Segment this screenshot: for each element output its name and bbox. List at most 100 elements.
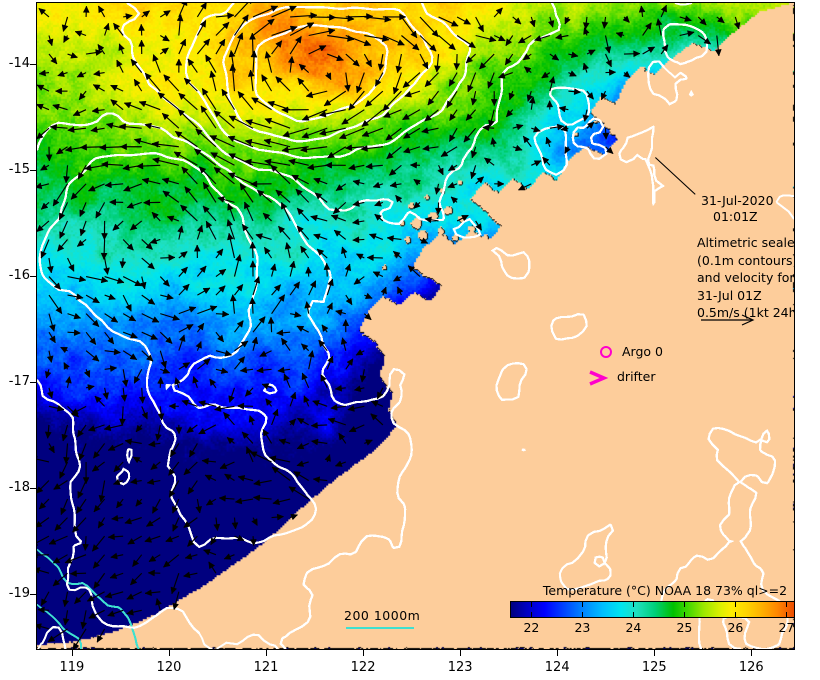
sealevel-contour-line: [619, 127, 663, 204]
sealevel-contour-line: [709, 434, 735, 477]
sealevel-contour-line: [281, 337, 412, 649]
velocity-vector-head: [65, 558, 72, 564]
sealevel-contour-line: [680, 3, 691, 4]
sealevel-contour-line: [345, 3, 560, 224]
velocity-vector-head: [80, 144, 86, 150]
sealevel-contour-line: [37, 113, 412, 547]
sealevel-contour-line: [255, 25, 387, 121]
colorbar-tick-mark: [633, 612, 634, 617]
velocity-vector-head: [295, 36, 301, 43]
sealevel-contour-line: [619, 127, 663, 204]
velocity-vector-head: [548, 20, 554, 27]
velocity-vector-head: [201, 106, 207, 113]
velocity-vector-head: [78, 491, 83, 498]
annotation-line-1: Altimetric sealevel: [697, 234, 795, 252]
velocity-vector-head: [196, 506, 202, 513]
velocity-vector-head: [70, 571, 76, 577]
sealevel-contour-line: [619, 127, 663, 204]
sealevel-contour-line: [497, 363, 527, 400]
sealevel-contour-line: [255, 25, 387, 121]
latitude-tick-label: -18: [0, 480, 30, 495]
sealevel-contour-line: [122, 3, 502, 224]
sealevel-contour-line: [255, 25, 387, 121]
sealevel-contour-line: [383, 3, 560, 224]
velocity-vector-head: [341, 338, 347, 345]
velocity-vector-head: [556, 34, 563, 40]
sealevel-contour-line: [269, 644, 278, 649]
sealevel-contour-line: [221, 407, 302, 488]
velocity-vector-head: [448, 182, 455, 188]
colorbar-tick-mark: [684, 602, 685, 607]
sealevel-contour-line: [497, 363, 527, 400]
velocity-vector-head: [122, 380, 128, 387]
sealevel-contour-line: [255, 25, 387, 121]
sealevel-contour-line: [534, 138, 567, 175]
map-plot-area: 31-Jul-2020 01:01Z Altimetric sealevel (…: [36, 2, 795, 650]
velocity-vector-head: [302, 132, 309, 138]
velocity-vector-head: [37, 521, 42, 527]
velocity-vector-head: [130, 478, 137, 484]
velocity-vector-head: [55, 88, 61, 94]
sealevel-contour-line: [255, 25, 387, 121]
sealevel-contour-line: [221, 195, 258, 342]
velocity-vector-head: [151, 334, 158, 339]
sealevel-contour-line: [255, 25, 387, 121]
sealevel-contour-line: [507, 3, 559, 68]
sealevel-contour-line: [509, 3, 560, 68]
velocity-vector-head: [397, 287, 402, 294]
sealevel-contour-line: [619, 127, 663, 204]
velocity-vector-head: [353, 219, 360, 225]
velocity-vector-head: [364, 40, 371, 46]
drifter-legend-label: drifter: [617, 369, 655, 384]
velocity-vector-head: [150, 238, 157, 244]
sealevel-contour-line: [225, 635, 278, 649]
sealevel-contour-line: [281, 251, 412, 649]
sealevel-contour-line: [281, 331, 412, 649]
sealevel-contour-line: [140, 124, 412, 649]
sealevel-contour-line: [122, 3, 444, 224]
velocity-vector-head: [366, 163, 372, 169]
colorbar-tick-mark: [633, 602, 634, 607]
sealevel-contour-line: [37, 113, 412, 547]
sealevel-contour-line: [61, 407, 80, 477]
velocity-vector-head: [63, 457, 69, 463]
sealevel-contour-line: [37, 113, 412, 547]
sealevel-contour-line: [497, 363, 527, 399]
velocity-vector-head: [237, 321, 243, 328]
sealevel-contour-line: [670, 428, 775, 585]
sealevel-contour-line: [534, 138, 567, 175]
sealevel-contour-line: [226, 169, 411, 649]
sealevel-contour-line: [122, 3, 444, 224]
velocity-vector-head: [279, 439, 286, 445]
velocity-vector-head: [46, 155, 52, 161]
sealevel-contour-line: [619, 127, 663, 204]
velocity-vector-head: [119, 419, 125, 425]
velocity-vector-head: [343, 320, 349, 326]
velocity-vector-head: [41, 251, 46, 258]
velocity-vector-head: [435, 188, 441, 195]
velocity-vector-head: [47, 391, 53, 398]
sealevel-contour-line: [648, 61, 686, 104]
sealevel-contour-line: [484, 3, 560, 127]
sealevel-contour-line: [497, 363, 527, 400]
velocity-vector-head: [60, 232, 65, 239]
sealevel-contour-line: [37, 113, 412, 547]
sealevel-contour-line: [619, 127, 663, 204]
sealevel-contour-line: [167, 385, 170, 388]
sealevel-contour-line: [37, 113, 118, 150]
sealevel-contour-line: [619, 127, 663, 204]
velocity-vector-head: [188, 59, 194, 66]
velocity-vector-head: [202, 88, 208, 95]
sealevel-contour-line: [281, 310, 412, 649]
velocity-vector-head: [353, 237, 359, 243]
sealevel-contour-line: [248, 635, 278, 649]
velocity-vector-head: [139, 40, 145, 46]
sealevel-contour-line: [619, 127, 663, 204]
sealevel-contour-line: [281, 589, 313, 649]
velocity-vector-head: [126, 14, 133, 20]
velocity-vector-head: [684, 16, 691, 22]
velocity-vector-head: [468, 85, 474, 92]
velocity-vector-head: [126, 304, 131, 311]
sealevel-contour-line: [619, 127, 663, 204]
velocity-vector-head: [242, 15, 248, 22]
